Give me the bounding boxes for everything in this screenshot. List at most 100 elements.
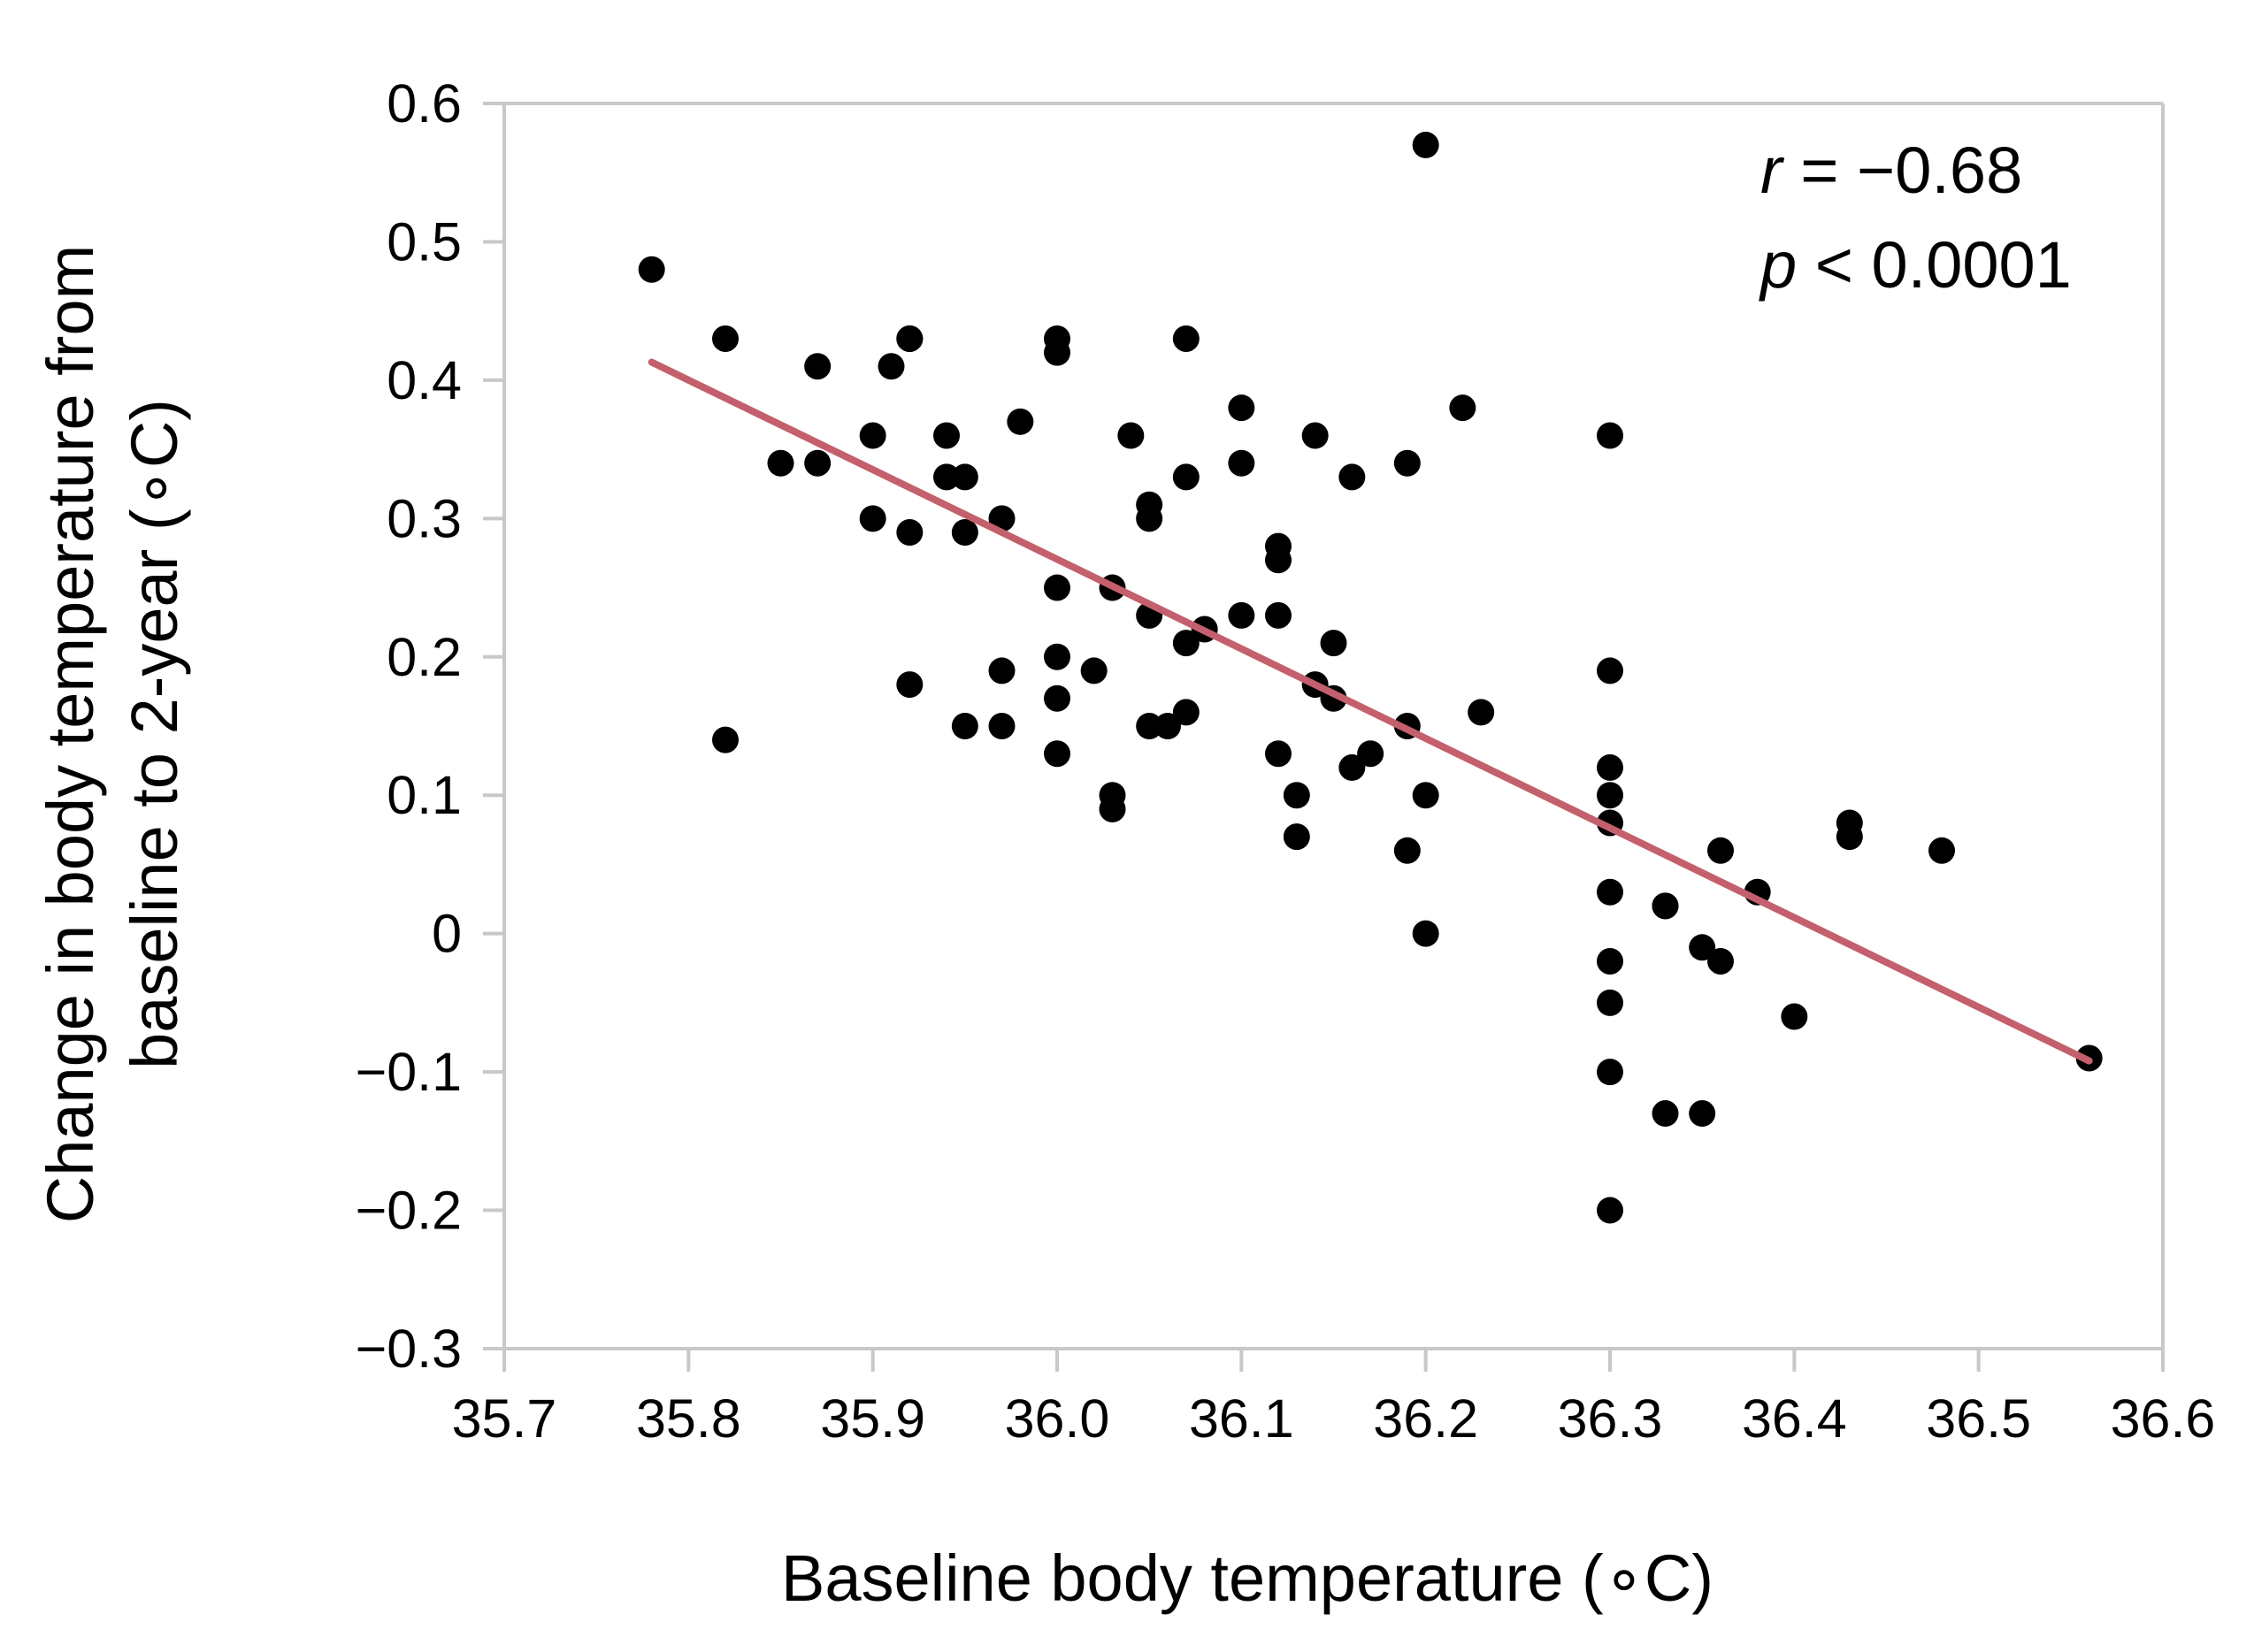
x-tick-label: 35.9 — [820, 1388, 925, 1449]
y-axis-title-line-2: baseline to 2-year (∘C) — [118, 399, 191, 1069]
data-point — [1228, 449, 1255, 477]
y-tick-label: 0.1 — [387, 765, 462, 825]
data-point — [1597, 657, 1623, 685]
data-point — [1393, 449, 1421, 477]
x-tick-label: 35.8 — [636, 1388, 741, 1449]
x-tick-label: 36.6 — [2111, 1388, 2216, 1449]
x-axis-ticks: 35.7 35.8 35.9 36.0 36.1 36.2 36.3 36.4 36.5 36.6 — [452, 1349, 2216, 1449]
data-point — [1172, 463, 1200, 491]
data-point — [1044, 740, 1070, 768]
data-point — [804, 353, 832, 380]
data-point — [1044, 685, 1070, 712]
data-point — [1597, 989, 1623, 1016]
data-point — [859, 505, 886, 532]
x-tick-label: 36.4 — [1742, 1388, 1847, 1449]
data-point — [1707, 947, 1734, 975]
data-point — [1265, 601, 1292, 629]
y-tick-label: 0.5 — [387, 211, 462, 272]
y-tick-label: −0.3 — [356, 1319, 462, 1379]
data-point — [896, 518, 924, 546]
data-point — [1597, 1059, 1623, 1086]
data-point — [804, 449, 832, 477]
r-annotation: r = −0.68 — [1760, 134, 2022, 207]
y-tick-label: 0.6 — [387, 73, 462, 134]
x-axis-title: Baseline body temperature (∘C) — [781, 1541, 1714, 1615]
y-tick-label: −0.2 — [356, 1181, 462, 1241]
data-point — [1449, 394, 1476, 422]
data-point — [767, 449, 794, 477]
data-point — [1597, 1197, 1623, 1224]
data-point — [1689, 1100, 1716, 1128]
data-point — [1597, 947, 1623, 975]
data-point — [878, 353, 905, 380]
data-point — [1283, 823, 1310, 851]
data-point — [933, 422, 960, 449]
data-point — [1338, 753, 1366, 781]
data-point — [1338, 463, 1366, 491]
plot-frame-group — [502, 102, 2165, 1350]
data-point — [1468, 699, 1495, 726]
data-point — [1080, 657, 1108, 685]
data-point — [1172, 630, 1200, 657]
data-point — [951, 518, 978, 546]
x-tick-label: 36.2 — [1373, 1388, 1478, 1449]
data-point — [1652, 892, 1679, 920]
data-point — [1172, 699, 1200, 726]
data-point — [1412, 782, 1439, 809]
p-annotation: p < 0.0001 — [1759, 228, 2072, 302]
data-point — [1044, 339, 1070, 366]
data-point — [1007, 408, 1034, 435]
data-point — [1689, 934, 1716, 961]
y-tick-label: 0.4 — [387, 350, 462, 410]
data-point — [1228, 601, 1255, 629]
data-point — [988, 713, 1016, 739]
data-point — [1099, 795, 1126, 822]
data-point — [1357, 740, 1384, 768]
data-point — [1412, 920, 1439, 947]
r-symbol: r — [1760, 134, 1785, 207]
data-point — [896, 325, 924, 352]
p-value: < 0.0001 — [1797, 228, 2072, 302]
data-point — [1781, 1003, 1808, 1030]
data-point — [1928, 837, 1955, 864]
data-point — [988, 505, 1016, 532]
data-point — [1265, 740, 1292, 768]
y-tick-label: 0.2 — [387, 627, 462, 687]
data-point — [1136, 713, 1163, 739]
data-point — [1283, 782, 1310, 809]
data-point — [1597, 753, 1623, 781]
data-point — [1412, 131, 1439, 158]
regression-line — [648, 358, 2093, 1065]
y-axis-title: Change in body temperature from baseline… — [34, 245, 191, 1224]
x-tick-label: 36.1 — [1189, 1388, 1294, 1449]
y-tick-label: 0 — [432, 904, 462, 964]
r-value: = −0.68 — [1782, 134, 2023, 207]
data-point — [1597, 422, 1623, 449]
data-point — [951, 463, 978, 491]
data-point — [1117, 422, 1145, 449]
data-point — [1228, 394, 1255, 422]
data-point — [1136, 505, 1163, 532]
data-point — [638, 256, 665, 283]
x-tick-label: 36.3 — [1558, 1388, 1663, 1449]
x-tick-label: 36.0 — [1005, 1388, 1110, 1449]
data-point — [1044, 643, 1070, 670]
y-axis-ticks: −0.3 −0.2 −0.1 0 0.1 0.2 0.3 0.4 0.5 0.6 — [356, 73, 504, 1379]
data-point — [1597, 782, 1623, 809]
data-point — [1044, 574, 1070, 601]
data-point — [1301, 422, 1329, 449]
x-tick-label: 35.7 — [452, 1388, 557, 1449]
y-tick-label: −0.1 — [356, 1042, 462, 1102]
data-point — [1652, 1100, 1679, 1128]
data-point — [988, 657, 1016, 685]
data-point — [1707, 837, 1734, 864]
scatter-points — [638, 131, 2103, 1224]
regression-line-group — [648, 358, 2093, 1065]
data-point — [1172, 325, 1200, 352]
data-point — [896, 671, 924, 699]
data-point — [859, 422, 886, 449]
data-point — [1597, 878, 1623, 906]
data-point — [933, 463, 960, 491]
x-tick-label: 36.5 — [1926, 1388, 2031, 1449]
